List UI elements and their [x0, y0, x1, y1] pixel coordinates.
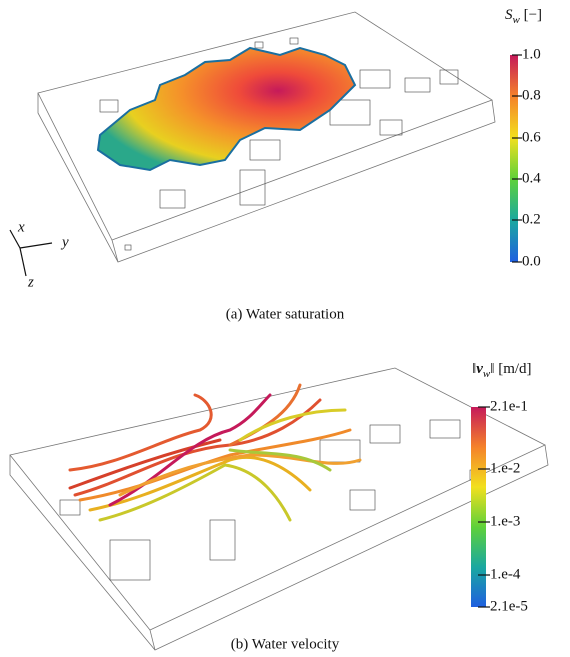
- tick-label: 0.6: [522, 129, 541, 145]
- panel-b: ‖vw‖ [m/d] 2.1e-1 1.e-2 1.e-3 1.e-4 2.1e…: [9, 361, 549, 652]
- colorbar: [510, 55, 518, 262]
- tick-label: 0.0: [522, 253, 541, 269]
- caption: (b) Water velocity: [231, 636, 340, 652]
- colorbar: [471, 407, 486, 607]
- axis-triad: x y z: [9, 219, 69, 290]
- saturation-plume: [96, 46, 357, 172]
- tick-label: 1.0: [522, 46, 541, 62]
- caption: (a) Water saturation: [226, 306, 345, 322]
- tick-label: 0.8: [522, 87, 541, 103]
- tick-label: 2.1e-5: [490, 598, 528, 614]
- colorbar-ticks: 1.0 0.8 0.6 0.4 0.2 0.0: [512, 46, 541, 269]
- axis-label: x: [17, 219, 25, 235]
- colorbar-title: ‖vw‖ [m/d]: [472, 361, 532, 379]
- cells: [99, 37, 459, 251]
- streamlines: [68, 383, 362, 522]
- panel-a: x y z Sw [−] 1.0 0.8 0.6 0.4 0.2 0.0 (a)…: [9, 7, 542, 322]
- tick-label: 0.2: [522, 211, 541, 227]
- cells: [59, 419, 485, 581]
- colorbar-ticks: 2.1e-1 1.e-2 1.e-3 1.e-4 2.1e-5: [478, 398, 528, 614]
- domain-box: [37, 11, 496, 263]
- tick-label: 1.e-3: [490, 513, 520, 529]
- tick-label: 1.e-2: [490, 460, 520, 476]
- axis-label: y: [60, 234, 69, 250]
- axis-label: z: [27, 274, 34, 290]
- colorbar-title: Sw [−]: [505, 7, 542, 25]
- tick-label: 2.1e-1: [490, 398, 528, 414]
- tick-label: 0.4: [522, 170, 541, 186]
- tick-label: 1.e-4: [490, 566, 521, 582]
